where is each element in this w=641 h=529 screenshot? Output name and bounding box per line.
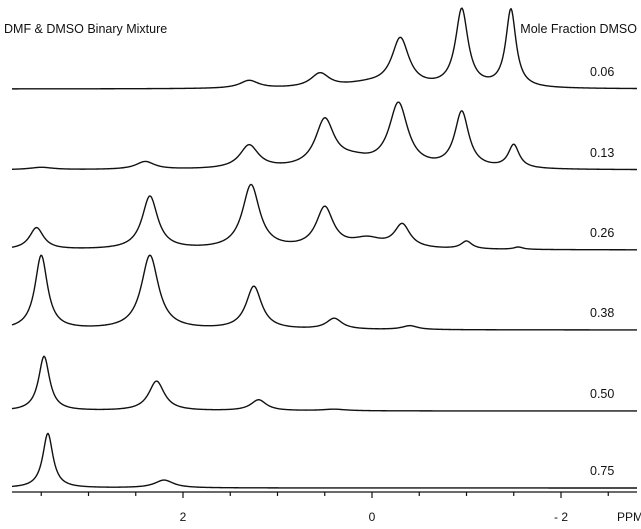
series-label-0.38: 0.38 [590,306,614,320]
series-label-0.13: 0.13 [590,146,614,160]
mole-fraction-labels: 0.06 0.13 0.26 0.38 0.50 0.75 [590,65,614,478]
spectrum-trace-0.38 [11,254,637,331]
series-label-0.26: 0.26 [590,226,614,240]
series-label-0.75: 0.75 [590,464,614,478]
spectrum-trace-0.50 [11,355,637,412]
legend-title: Mole Fraction DMSO [520,22,637,36]
x-axis-label: PPM [617,510,641,524]
spectrum-trace-0.06 [12,7,638,90]
x-tick-label: 2 [180,510,187,524]
spectrum-traces [11,7,638,489]
spectrum-trace-0.26 [11,183,637,251]
series-label-0.50: 0.50 [590,387,614,401]
spectrum-trace-0.13 [11,101,638,171]
x-axis-ticks: 420- 2- 4 [40,492,609,524]
x-tick-label: 0 [369,510,376,524]
x-tick-label: - 2 [554,510,568,524]
spectrum-trace-0.75 [11,432,637,489]
chart-title: DMF & DMSO Binary Mixture [4,22,167,36]
series-label-0.06: 0.06 [590,65,614,79]
